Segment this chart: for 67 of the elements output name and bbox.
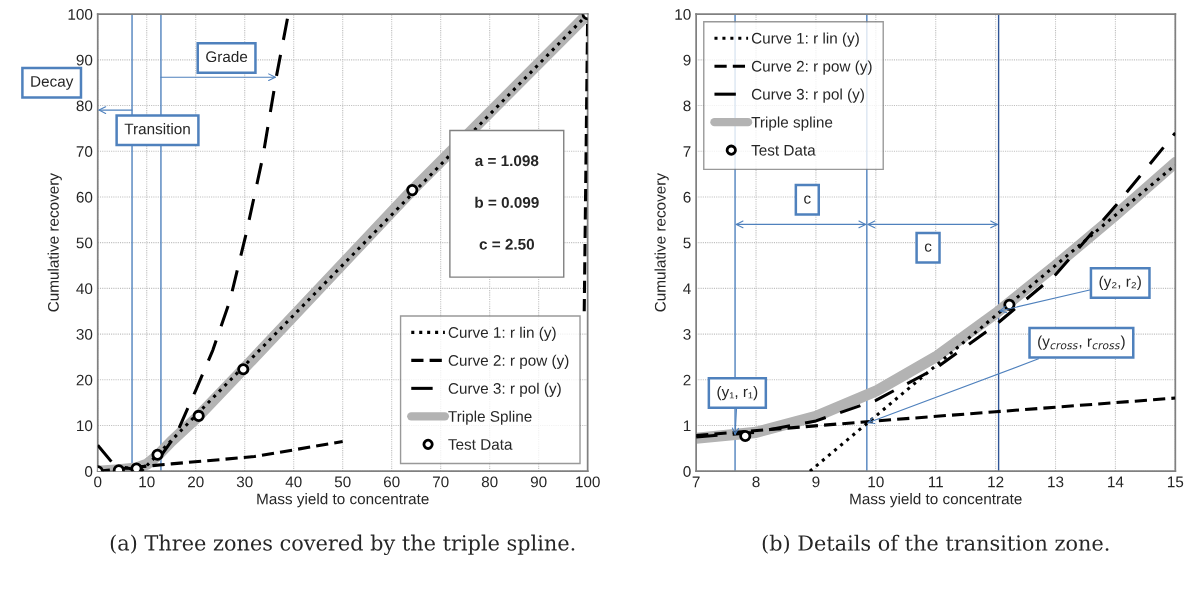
y-tick-label: 90 [76,54,93,66]
y-tick-label: 0 [84,466,93,477]
y-tick-label: 80 [76,100,93,112]
y-tick-label: 50 [76,237,93,249]
y-tick-label: 7 [683,146,691,157]
x-tick-label: 40 [285,476,302,488]
y-tick-label: 8 [683,100,691,112]
y-tick-label: 20 [76,374,93,386]
annotation: Transition [124,123,190,135]
legend-label: Curve 3: r pol (y) [751,88,864,103]
legend-label: Test Data [448,439,513,450]
y-tick-label: 1 [683,420,691,432]
x-tick-label: 14 [1108,476,1124,488]
x-tick-label: 20 [188,476,204,488]
x-tick-label: 30 [236,476,253,488]
y-tick-label: 0 [683,466,691,477]
x-tick-label: 9 [812,476,820,488]
text: (b) Details of the transition zone. [762,534,1109,554]
y-tick-label: 6 [683,191,691,203]
text: a = 1.098 b = 0.099 c = 2.50 [475,155,539,250]
legend-label: Curve 1: r lin (y) [751,32,859,47]
y-tick-label: 30 [76,328,93,340]
x-tick-label: 80 [481,476,498,488]
y-tick-label: 10 [675,9,691,20]
x-tick-label: 70 [432,476,449,488]
annotation: (y₂, r₂) [1099,275,1141,291]
x-axis-title: Mass yield to concentrate [850,493,1022,508]
legend-label: Curve 1: r lin (y) [448,326,556,341]
legend-label: Triple spline [751,116,833,131]
x-tick-label: 10 [139,476,155,488]
x-tick-label: 15 [1167,476,1184,488]
text: (a) Three zones covered by the triple spline. [110,534,575,556]
y-tick-label: 70 [76,146,93,157]
y-tick-label: 9 [683,54,691,66]
y-tick-label: 3 [683,328,691,340]
x-tick-label: 0 [94,476,102,488]
annotation: c [924,243,932,252]
x-tick-label: 12 [988,476,1004,488]
annotation: (y$_{cross}$, r$_{cross}$) [1038,335,1125,350]
x-tick-label: 60 [383,476,400,488]
x-tick-label: 90 [530,476,547,488]
x-tick-label: 13 [1048,476,1064,488]
x-tick-label: 10 [868,476,884,488]
y-tick-label: 2 [683,374,691,386]
y-tick-label: 4 [683,283,691,294]
y-tick-label: 100 [68,9,93,20]
legend-label: Triple Spline [448,410,532,425]
y-axis-title: Cumulative recovery [654,173,669,312]
y-tick-label: 5 [683,237,691,249]
legend-label: Test Data [751,145,816,156]
y-tick-label: 10 [77,420,93,432]
annotation: c [804,195,811,204]
x-tick-label: 8 [752,476,760,488]
x-tick-label: 50 [334,476,351,488]
x-tick-label: 100 [576,476,600,488]
annotation: (y₁, r₁) [717,385,758,401]
text: Decay [31,76,74,90]
legend-label: Curve 2: r pow (y) [751,60,872,75]
y-tick-label: 40 [76,283,93,295]
legend-label: Curve 2: r pow (y) [448,354,569,369]
legend-label: Curve 3: r pol (y) [448,382,561,397]
annotation: Grade [206,50,248,63]
y-tick-label: 60 [76,191,93,203]
x-tick-label: 7 [692,476,700,488]
x-axis-title: Mass yield to concentrate [257,493,429,508]
y-axis-title: Cumulative recovery [47,173,62,312]
x-tick-label: 11 [928,476,943,488]
